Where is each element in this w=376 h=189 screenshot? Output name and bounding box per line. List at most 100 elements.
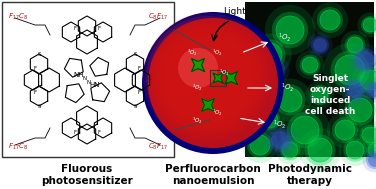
FancyBboxPatch shape (2, 2, 174, 157)
Circle shape (313, 38, 327, 52)
Circle shape (247, 132, 273, 158)
Circle shape (146, 16, 270, 140)
Text: $C_8F_{17}$: $C_8F_{17}$ (148, 12, 168, 22)
Circle shape (353, 48, 376, 72)
Polygon shape (202, 99, 214, 111)
Circle shape (280, 105, 330, 155)
Text: F: F (73, 26, 77, 30)
Text: F: F (73, 129, 77, 135)
Text: Photodynamic
therapy: Photodynamic therapy (268, 164, 352, 186)
Polygon shape (224, 72, 237, 84)
Text: $^1O_2$: $^1O_2$ (278, 32, 291, 44)
Text: S: S (133, 51, 137, 57)
Text: $^1O_2$: $^1O_2$ (281, 82, 294, 94)
Circle shape (250, 75, 270, 95)
Circle shape (317, 7, 343, 33)
Text: F: F (97, 129, 100, 135)
Circle shape (358, 12, 376, 38)
Circle shape (341, 31, 369, 59)
Circle shape (349, 44, 376, 76)
Circle shape (291, 116, 319, 144)
Circle shape (282, 142, 298, 158)
Circle shape (308, 32, 333, 58)
Circle shape (258, 43, 282, 67)
Text: Singlet
oxygen-
induced
cell death: Singlet oxygen- induced cell death (305, 74, 355, 116)
Text: Perfluorocarbon
nanoemulsion: Perfluorocarbon nanoemulsion (165, 164, 261, 186)
Polygon shape (213, 73, 223, 83)
Circle shape (312, 87, 328, 103)
Circle shape (320, 10, 340, 30)
Circle shape (348, 98, 372, 122)
Circle shape (327, 112, 363, 148)
Circle shape (332, 117, 358, 143)
Circle shape (341, 76, 369, 104)
Circle shape (249, 33, 292, 77)
Text: S: S (37, 51, 41, 57)
Circle shape (148, 18, 278, 148)
Circle shape (362, 127, 376, 143)
Circle shape (311, 36, 329, 54)
Circle shape (344, 94, 376, 126)
Text: $^1O_2$: $^1O_2$ (212, 108, 223, 118)
Text: $^1O_2$: $^1O_2$ (212, 48, 223, 58)
Circle shape (299, 128, 342, 172)
Circle shape (300, 55, 320, 75)
Circle shape (368, 83, 376, 97)
Circle shape (359, 125, 376, 145)
Text: F: F (97, 26, 100, 30)
Circle shape (278, 88, 302, 112)
Circle shape (262, 112, 278, 128)
Circle shape (347, 37, 363, 53)
Circle shape (272, 12, 308, 48)
Circle shape (149, 19, 267, 137)
Circle shape (242, 127, 278, 163)
Circle shape (287, 112, 323, 148)
Circle shape (267, 62, 283, 78)
Circle shape (256, 106, 284, 134)
Circle shape (335, 120, 355, 140)
Circle shape (152, 22, 264, 134)
Circle shape (296, 51, 324, 79)
Circle shape (343, 138, 367, 162)
Circle shape (261, 56, 290, 84)
Circle shape (158, 28, 258, 128)
Text: Fluorous
photosensitizer: Fluorous photosensitizer (41, 164, 133, 186)
Circle shape (264, 124, 296, 156)
Circle shape (305, 134, 336, 166)
Circle shape (276, 136, 305, 164)
Circle shape (360, 70, 376, 90)
Circle shape (347, 82, 363, 98)
Text: $^3O_2$: $^3O_2$ (193, 83, 203, 93)
Circle shape (362, 77, 376, 103)
Circle shape (265, 60, 285, 80)
Bar (210, 70, 226, 86)
Circle shape (344, 80, 365, 100)
Text: S: S (37, 104, 41, 108)
Text: $F_{17}C_8$: $F_{17}C_8$ (8, 12, 28, 22)
Circle shape (242, 67, 278, 103)
Circle shape (155, 25, 261, 131)
Circle shape (356, 51, 374, 69)
Circle shape (268, 128, 292, 152)
Text: HN: HN (90, 82, 100, 88)
Circle shape (255, 39, 286, 71)
Circle shape (312, 2, 348, 38)
Text: $^3O_2$: $^3O_2$ (188, 48, 199, 58)
Text: $C_8F_{17}$: $C_8F_{17}$ (148, 142, 168, 152)
Circle shape (143, 13, 273, 143)
Circle shape (362, 137, 376, 163)
Circle shape (306, 81, 334, 109)
Text: F: F (138, 90, 141, 94)
Circle shape (339, 134, 371, 166)
Circle shape (308, 138, 332, 162)
Circle shape (164, 34, 252, 122)
Circle shape (178, 48, 218, 88)
Circle shape (142, 12, 284, 154)
Polygon shape (192, 59, 205, 71)
Circle shape (247, 72, 273, 98)
Circle shape (274, 84, 306, 116)
Circle shape (161, 31, 255, 125)
Circle shape (265, 5, 315, 55)
Text: F: F (33, 90, 36, 94)
Circle shape (344, 35, 365, 55)
